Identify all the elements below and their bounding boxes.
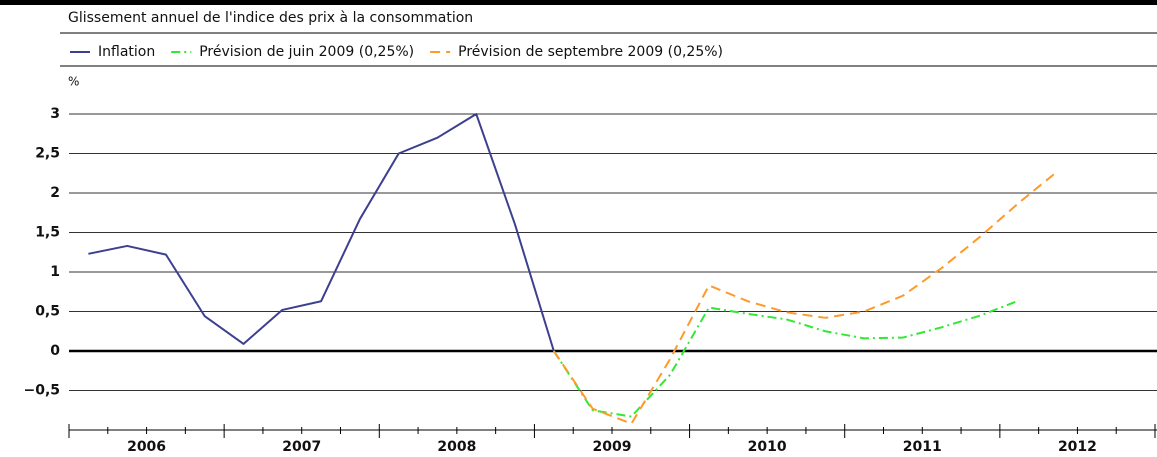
x-tick-label: 2012 <box>1058 439 1097 455</box>
x-tick-label: 2007 <box>282 439 321 455</box>
series-line <box>88 113 555 352</box>
x-tick-label: 2006 <box>127 439 166 455</box>
y-tick-label: −0,5 <box>23 383 60 399</box>
y-tick-label: 0 <box>50 343 60 359</box>
legend-label: Prévision de juin 2009 (0,25%) <box>199 44 414 60</box>
x-tick-label: 2008 <box>437 439 476 455</box>
y-tick-label: 1,5 <box>35 225 60 241</box>
y-axis-label: % <box>68 75 79 89</box>
legend-label: Inflation <box>98 44 155 60</box>
x-tick-label: 2009 <box>593 439 632 455</box>
series-line <box>552 170 1059 425</box>
series-line <box>552 299 1020 418</box>
y-tick-label: 0,5 <box>35 304 60 320</box>
y-tick-label: 3 <box>50 106 60 122</box>
top-bar <box>0 0 1157 5</box>
x-tick-label: 2010 <box>748 439 787 455</box>
y-tick-label: 2 <box>50 185 60 201</box>
x-tick-label: 2011 <box>903 439 942 455</box>
legend-label: Prévision de septembre 2009 (0,25%) <box>458 44 723 60</box>
y-tick-label: 2,5 <box>35 146 60 162</box>
chart-title: Glissement annuel de l'indice des prix à… <box>68 10 473 26</box>
y-tick-label: 1 <box>50 264 60 280</box>
